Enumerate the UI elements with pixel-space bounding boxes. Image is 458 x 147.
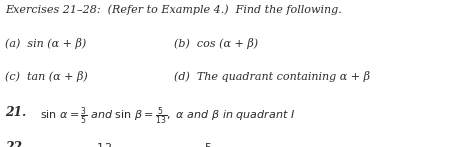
Text: $\mathit{\cos}\,\alpha = -\dfrac{12}{13}$ $\mathit{and}$ $\mathit{\cos}\,\beta =: $\mathit{\cos}\,\alpha = -\dfrac{12}{13}… <box>40 141 349 147</box>
Text: (b)  cos (α + β): (b) cos (α + β) <box>174 38 258 49</box>
Text: (d)  The quadrant containing α + β: (d) The quadrant containing α + β <box>174 71 370 82</box>
Text: Exercises 21–28:  (Refer to Example 4.)  Find the following.: Exercises 21–28: (Refer to Example 4.) F… <box>5 4 342 15</box>
Text: 21.: 21. <box>5 106 27 119</box>
Text: $\mathit{\sin}\,\alpha = \frac{3}{5}$ $\mathit{and}$ $\mathit{\sin}\,\beta = \fr: $\mathit{\sin}\,\alpha = \frac{3}{5}$ $\… <box>40 106 295 127</box>
Text: (a)  sin (α + β): (a) sin (α + β) <box>5 38 87 49</box>
Text: (c)  tan (α + β): (c) tan (α + β) <box>5 71 88 82</box>
Text: 22.: 22. <box>5 141 27 147</box>
